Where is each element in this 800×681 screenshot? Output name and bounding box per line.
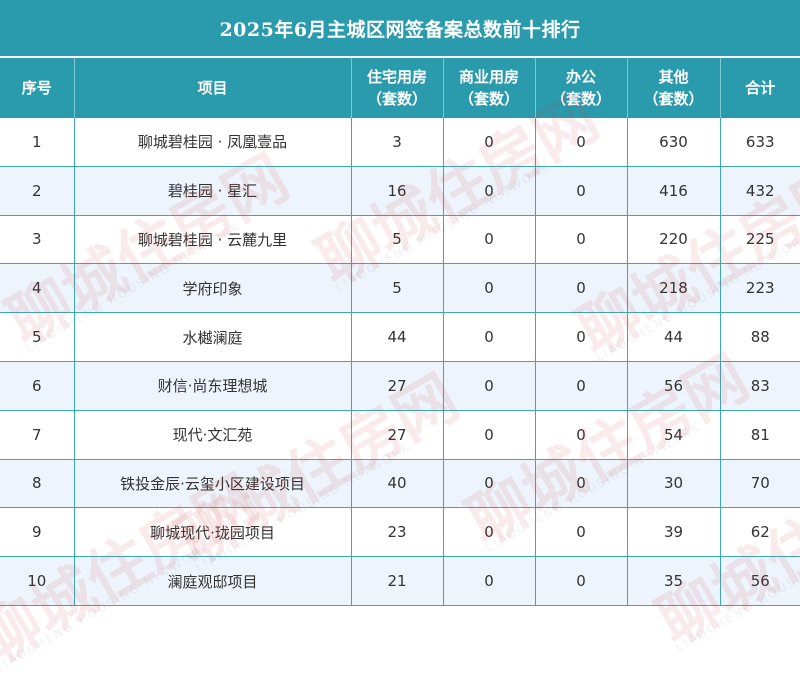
cell-residential: 40 — [351, 459, 444, 509]
cell-commercial: 0 — [443, 263, 536, 314]
cell-other: 56 — [627, 361, 721, 411]
table-row: 4 学府印象 5 0 0 218 223 — [0, 263, 800, 314]
cell-other: 39 — [627, 507, 721, 558]
cell-other: 54 — [627, 410, 721, 460]
title-bar: 2025年6月主城区网签备案总数前十排行 — [0, 0, 800, 58]
cell-office: 0 — [535, 166, 628, 216]
table-header-row: 序号 项目 住宅用房 （套数） 商业用房 （套数） 办公 （套数） 其他 （套数） 合计 — [0, 58, 800, 118]
cell-other: 630 — [627, 118, 721, 167]
cell-rank: 9 — [0, 507, 75, 558]
table-row: 1 聊城碧桂园 · 凤凰壹品 3 0 0 630 633 — [0, 118, 800, 167]
cell-residential: 16 — [351, 166, 444, 216]
cell-residential: 5 — [351, 215, 444, 265]
cell-commercial: 0 — [443, 312, 536, 362]
cell-project: 聊城碧桂园 · 凤凰壹品 — [74, 118, 352, 167]
cell-office: 0 — [535, 118, 628, 167]
cell-commercial: 0 — [443, 556, 536, 606]
header-commercial: 商业用房 （套数） — [443, 58, 536, 118]
cell-total: 225 — [720, 215, 800, 265]
cell-project: 铁投金辰·云玺小区建设项目 — [74, 459, 352, 509]
header-residential: 住宅用房 （套数） — [351, 58, 444, 118]
cell-other: 44 — [627, 312, 721, 362]
cell-residential: 23 — [351, 507, 444, 558]
cell-project: 澜庭观邸项目 — [74, 556, 352, 606]
header-office: 办公 （套数） — [535, 58, 628, 118]
header-project: 项目 — [74, 58, 352, 118]
cell-rank: 10 — [0, 556, 75, 606]
cell-total: 83 — [720, 361, 800, 411]
table-row: 8 铁投金辰·云玺小区建设项目 40 0 0 30 70 — [0, 459, 800, 509]
cell-project: 财信·尚东理想城 — [74, 361, 352, 411]
cell-project: 水樾澜庭 — [74, 312, 352, 362]
cell-rank: 2 — [0, 166, 75, 216]
cell-total: 70 — [720, 459, 800, 509]
cell-office: 0 — [535, 459, 628, 509]
cell-project: 学府印象 — [74, 263, 352, 314]
cell-other: 35 — [627, 556, 721, 606]
cell-residential: 3 — [351, 118, 444, 167]
table-row: 7 现代·文汇苑 27 0 0 54 81 — [0, 410, 800, 460]
table-row: 6 财信·尚东理想城 27 0 0 56 83 — [0, 361, 800, 411]
cell-residential: 21 — [351, 556, 444, 606]
cell-residential: 5 — [351, 263, 444, 314]
cell-office: 0 — [535, 263, 628, 314]
cell-office: 0 — [535, 361, 628, 411]
cell-rank: 4 — [0, 263, 75, 314]
cell-office: 0 — [535, 410, 628, 460]
cell-rank: 7 — [0, 410, 75, 460]
cell-residential: 44 — [351, 312, 444, 362]
cell-project: 聊城现代·珑园项目 — [74, 507, 352, 558]
cell-office: 0 — [535, 312, 628, 362]
table-row: 3 聊城碧桂园 · 云麓九里 5 0 0 220 225 — [0, 215, 800, 265]
cell-other: 220 — [627, 215, 721, 265]
cell-rank: 5 — [0, 312, 75, 362]
page-title: 2025年6月主城区网签备案总数前十排行 — [219, 18, 581, 41]
cell-other: 30 — [627, 459, 721, 509]
cell-other: 416 — [627, 166, 721, 216]
header-other: 其他 （套数） — [627, 58, 721, 118]
cell-office: 0 — [535, 507, 628, 558]
cell-commercial: 0 — [443, 215, 536, 265]
cell-project: 现代·文汇苑 — [74, 410, 352, 460]
table-row: 2 碧桂园 · 星汇 16 0 0 416 432 — [0, 166, 800, 216]
table-row: 9 聊城现代·珑园项目 23 0 0 39 62 — [0, 507, 800, 558]
cell-commercial: 0 — [443, 118, 536, 167]
cell-total: 88 — [720, 312, 800, 362]
cell-project: 碧桂园 · 星汇 — [74, 166, 352, 216]
cell-commercial: 0 — [443, 459, 536, 509]
cell-total: 81 — [720, 410, 800, 460]
header-total: 合计 — [720, 58, 800, 118]
cell-commercial: 0 — [443, 410, 536, 460]
cell-office: 0 — [535, 215, 628, 265]
cell-total: 432 — [720, 166, 800, 216]
cell-rank: 1 — [0, 118, 75, 167]
cell-commercial: 0 — [443, 361, 536, 411]
ranking-table: 序号 项目 住宅用房 （套数） 商业用房 （套数） 办公 （套数） 其他 （套数） 合计… — [0, 58, 800, 606]
cell-office: 0 — [535, 556, 628, 606]
cell-rank: 3 — [0, 215, 75, 265]
cell-rank: 8 — [0, 459, 75, 509]
cell-commercial: 0 — [443, 166, 536, 216]
cell-total: 62 — [720, 507, 800, 558]
cell-rank: 6 — [0, 361, 75, 411]
cell-other: 218 — [627, 263, 721, 314]
cell-commercial: 0 — [443, 507, 536, 558]
cell-total: 633 — [720, 118, 800, 167]
cell-total: 56 — [720, 556, 800, 606]
table-row: 5 水樾澜庭 44 0 0 44 88 — [0, 312, 800, 362]
cell-residential: 27 — [351, 361, 444, 411]
table-row: 10 澜庭观邸项目 21 0 0 35 56 — [0, 556, 800, 606]
cell-total: 223 — [720, 263, 800, 314]
header-rank: 序号 — [0, 58, 75, 118]
cell-project: 聊城碧桂园 · 云麓九里 — [74, 215, 352, 265]
cell-residential: 27 — [351, 410, 444, 460]
